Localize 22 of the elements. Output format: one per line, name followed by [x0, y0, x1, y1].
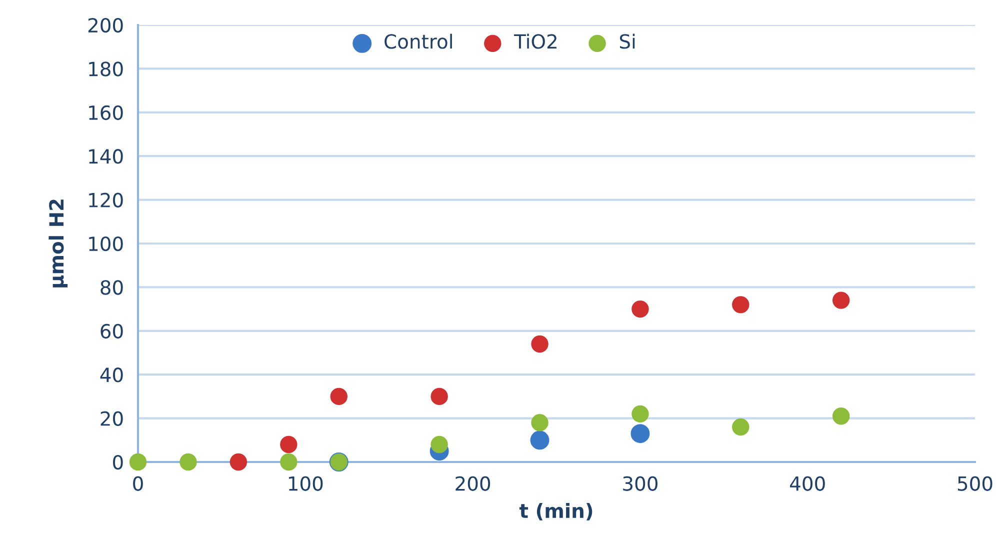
y-axis-title: µmol H2 — [48, 200, 68, 288]
y-tick-label: 0 — [113, 454, 123, 470]
legend-label: Control — [384, 34, 452, 49]
y-tick-label: 160 — [89, 105, 123, 120]
x-tick-label: 100 — [288, 476, 323, 491]
x-axis-title: t (min) — [519, 503, 592, 520]
x-tick-label: 500 — [958, 476, 992, 491]
x-tick-label: 0 — [133, 476, 143, 491]
y-tick-label: 140 — [89, 149, 123, 164]
legend-label: TiO2 — [514, 34, 556, 49]
x-tick-label: 400 — [790, 476, 825, 491]
x-tick-label: 200 — [456, 476, 490, 491]
y-tick-label: 200 — [88, 18, 123, 33]
y-tick-label: 20 — [100, 411, 123, 426]
y-tick-label: 120 — [89, 192, 123, 208]
y-tick-label: 60 — [100, 324, 123, 339]
x-tick-label: 300 — [623, 476, 658, 491]
y-tick-label: 80 — [100, 280, 123, 295]
y-tick-label: 100 — [89, 236, 123, 252]
y-tick-label: 40 — [100, 368, 123, 382]
y-tick-label: 180 — [89, 62, 123, 76]
legend-label: Si — [620, 34, 635, 49]
